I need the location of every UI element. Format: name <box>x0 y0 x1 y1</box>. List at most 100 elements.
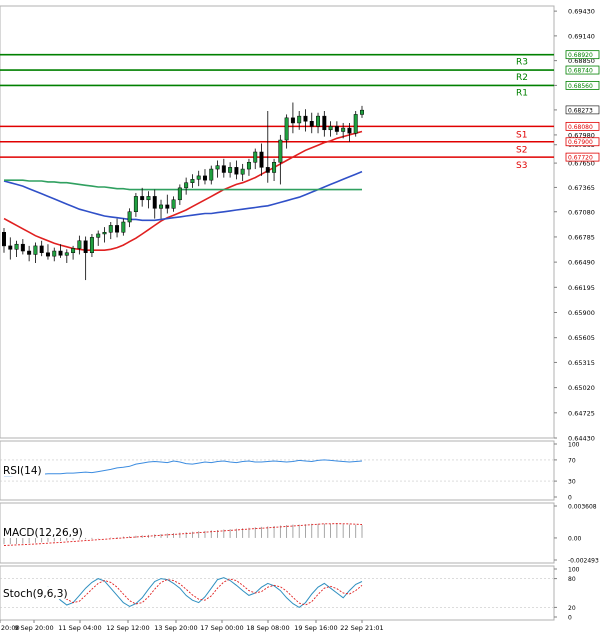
candle <box>209 165 214 185</box>
candle-body <box>297 115 302 124</box>
time-tick-label: 6 Sep 20:00 <box>0 624 20 632</box>
indicator-tick-label: -0.002493 <box>568 558 599 565</box>
candle <box>89 233 94 258</box>
indicator-name: Stoch(9,6,3) <box>3 588 68 600</box>
candle <box>234 160 239 180</box>
level-price-box <box>565 152 600 162</box>
current-price-box <box>565 105 600 115</box>
price-tick-label: 0.65900 <box>568 309 595 317</box>
candle-body <box>240 168 245 175</box>
candle <box>265 111 270 183</box>
candle-body <box>140 196 145 201</box>
candle <box>108 222 113 240</box>
candle-body <box>102 231 107 235</box>
candle <box>159 199 163 219</box>
candle-body <box>309 121 314 127</box>
rsi-indicator: 100 70 30 0 RSI(14) <box>0 442 580 502</box>
candle <box>360 105 364 118</box>
candle <box>58 244 63 258</box>
candle <box>272 158 277 182</box>
candle <box>133 192 138 217</box>
candle-body <box>20 243 25 252</box>
candle-body <box>265 167 270 173</box>
candle <box>228 162 233 178</box>
indicator-name-bg <box>1 526 83 538</box>
candle <box>334 121 339 135</box>
candle <box>246 158 251 176</box>
time-tick-label: 11 Sep 04:00 <box>58 624 101 632</box>
candle <box>284 114 289 149</box>
indicator-tick-label: 0 <box>568 615 572 622</box>
candle-body <box>278 139 283 163</box>
candle <box>347 122 352 142</box>
candle <box>27 245 32 262</box>
candle <box>64 249 69 263</box>
candle <box>165 194 170 214</box>
candle <box>102 227 107 243</box>
candle-body <box>203 175 207 181</box>
candle <box>215 160 220 178</box>
candle <box>96 230 101 246</box>
candle-body <box>259 151 264 168</box>
price-tick-label: 0.64725 <box>568 409 595 417</box>
candle <box>353 111 358 137</box>
candle <box>45 244 50 260</box>
candle-body <box>246 161 251 170</box>
candle-body <box>58 250 63 256</box>
candle-body <box>127 211 132 223</box>
indicator-name-bg <box>1 464 45 476</box>
candle-body <box>322 115 327 131</box>
candle-body <box>353 114 358 134</box>
price-tick-label: 0.64430 <box>568 435 595 443</box>
candle-body <box>316 115 321 127</box>
candle-body <box>209 168 214 181</box>
current-price-label: 0.68273 <box>568 107 593 114</box>
candle-body <box>341 127 346 132</box>
moving-averages <box>3 130 363 251</box>
level-price-label: 0.67720 <box>568 155 593 162</box>
candle-body <box>347 127 352 134</box>
candle-body <box>146 196 151 201</box>
price-tick-label: 0.66490 <box>568 259 595 267</box>
time-tick-label: 13 Sep 20:00 <box>154 624 197 632</box>
indicator-tick-label: 0.00 <box>568 535 582 542</box>
time-tick-label: 9 Sep 20:00 <box>14 624 53 632</box>
macd-signal-line <box>3 523 363 546</box>
time-tick-label: 19 Sep 16:00 <box>294 624 337 632</box>
candle-body <box>234 167 239 175</box>
candles <box>2 102 364 281</box>
level-name-r3: R3 <box>516 58 528 68</box>
indicator-tick-label: 0.003608 <box>568 504 597 511</box>
time-tick-label: 22 Sep 21:01 <box>340 624 383 632</box>
ma-line-1 <box>3 170 363 222</box>
level-price-box <box>565 65 600 75</box>
candle-body <box>27 250 32 255</box>
candle-body <box>290 117 295 124</box>
price-tick-label: 0.67650 <box>568 160 595 168</box>
candle-body <box>284 117 289 141</box>
candle <box>8 237 13 260</box>
level-price-label: 0.67900 <box>568 139 593 146</box>
price-tick-label: 0.66785 <box>568 233 595 241</box>
candle-body <box>272 161 277 173</box>
indicator-tick-label: 0 <box>568 495 572 502</box>
candle-body <box>215 165 220 170</box>
level-price-box <box>565 121 600 131</box>
candle-body <box>184 182 189 189</box>
price-tick-label: 0.69430 <box>568 8 595 16</box>
candle <box>290 102 295 134</box>
level-name-r1: R1 <box>516 88 528 98</box>
candle <box>328 121 333 137</box>
candle-body <box>190 179 195 183</box>
candle-body <box>71 248 76 253</box>
candle-body <box>171 199 176 209</box>
indicator-tick-label: 100 <box>568 442 580 449</box>
candle <box>259 143 264 176</box>
candle <box>316 112 321 134</box>
level-price-label: 0.68560 <box>568 83 593 90</box>
candle-body <box>360 109 364 115</box>
price-tick-label: 0.67365 <box>568 184 595 192</box>
candle-body <box>328 126 333 131</box>
candle-body <box>133 196 138 213</box>
